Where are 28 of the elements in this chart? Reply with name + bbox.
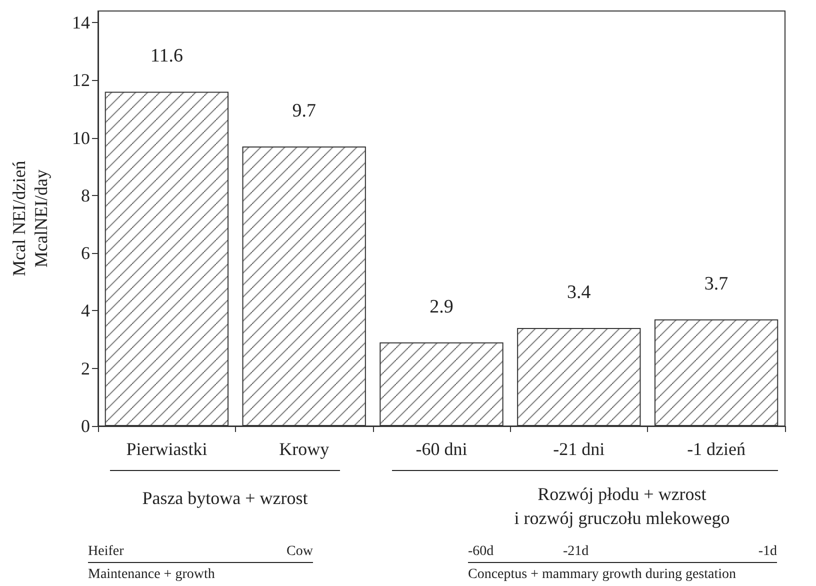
text: -1d <box>758 543 777 561</box>
y-tick-label: 14 <box>72 12 90 33</box>
text: Heifer <box>88 543 124 561</box>
data-label: 3.7 <box>704 273 728 294</box>
data-label: 2.9 <box>430 296 454 318</box>
y-tick-label: 12 <box>72 70 90 90</box>
x-tick-label: -60 dni <box>416 439 468 459</box>
y-tick-label: 4 <box>81 300 90 321</box>
y-tick-label: 2 <box>81 358 90 378</box>
data-label: 3.4 <box>567 282 592 304</box>
x-tick-label: -1 dzień <box>687 439 746 459</box>
y-tick-label: 10 <box>72 128 90 148</box>
x-tick-label: Pierwiastki <box>126 439 208 459</box>
y-tick-label: 6 <box>81 243 90 264</box>
text: Pasza bytowa + wzrost <box>142 487 308 510</box>
x-tick-label: Krowy <box>279 439 330 459</box>
data-label: 9.7 <box>292 100 316 122</box>
y-tick-label: 8 <box>81 185 90 206</box>
text: -60d <box>468 543 494 561</box>
text: Cow <box>286 543 313 561</box>
text: Maintenance + growth <box>88 566 215 584</box>
y-tick-label: 0 <box>81 416 90 436</box>
y-axis-title: Mcal NEI/dzień McalNEI/day <box>9 160 51 276</box>
text: Conceptus + mammary growth during gestation <box>468 566 736 584</box>
x-tick-label: -21 dni <box>553 439 605 459</box>
text: -21d <box>563 543 589 561</box>
data-label: 11.6 <box>150 46 183 67</box>
text: Rozwój płodu + wzrost i rozwój gruczołu mlekowego <box>514 483 730 530</box>
